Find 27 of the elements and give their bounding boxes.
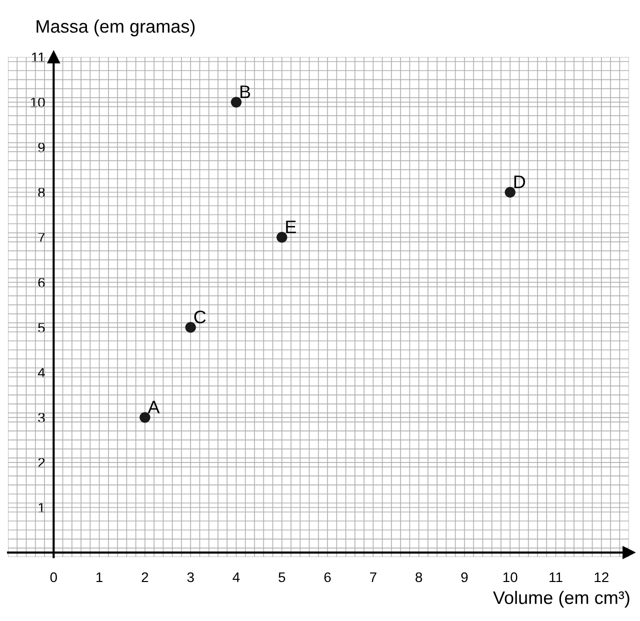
x-tick-label: 11 [550,572,562,582]
point [140,412,150,423]
y-tick-label: 1 [38,502,45,513]
point [504,186,516,198]
x-tick-label: 6 [324,572,331,582]
x-tick-label: 2 [142,572,148,582]
x-tick-label: 5 [278,572,286,582]
point [276,232,288,243]
point [230,96,242,108]
annotation: B [240,86,250,98]
y-tick-label: 4 [38,368,45,378]
x-tick-label: 9 [461,572,468,582]
annotation: A [148,400,160,414]
x-tick-label: 0 [50,572,57,582]
x-axis-title: Volume (em cm³) [493,590,630,608]
y-axis-title: Massa (em gramas) [36,20,195,36]
x-tick-label: 1 [96,572,102,582]
x-tick-label: 12 [594,572,608,582]
x-tick-label: 10 [503,572,518,582]
x-tick-label: 8 [416,572,422,582]
point [185,322,196,333]
x-tick-label: 7 [370,572,376,582]
annotation: E [286,220,296,234]
x-tick-label: 3 [187,572,194,582]
annotation: D [514,176,526,188]
x-tick-label: 4 [232,572,240,582]
annotation: C [194,310,206,324]
